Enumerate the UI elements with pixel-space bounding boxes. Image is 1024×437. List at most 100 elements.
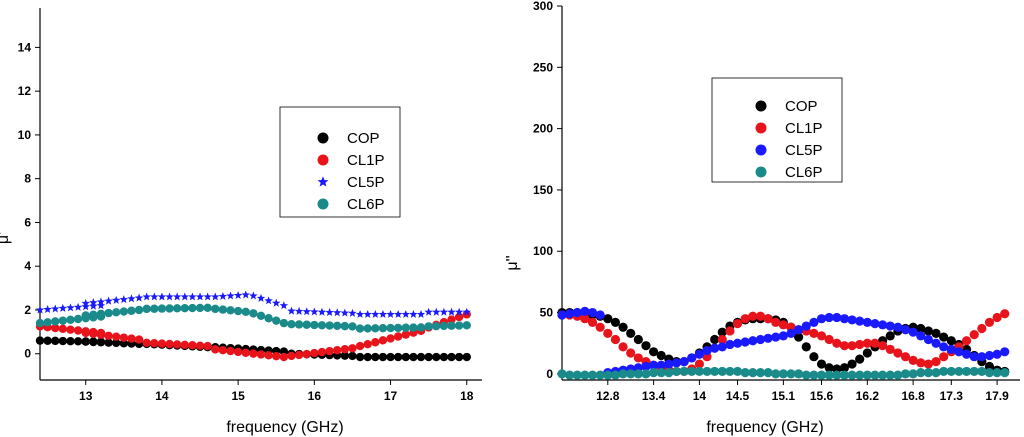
left-point-cl6p [363,324,372,333]
left-point-cl5p [58,303,68,312]
right-point-cl5p [816,314,827,324]
right-point-cl6p [992,368,1002,378]
left-point-cl5p [172,292,182,301]
left-point-cl5p [401,309,410,318]
left-point-cl1p [401,330,410,339]
right-point-cl1p [603,328,613,339]
left-point-cl1p [165,339,174,349]
left-point-cl1p [325,346,334,356]
right-point-cl5p [946,344,956,354]
left-point-cl1p [180,340,189,350]
right-point-cl1p [740,314,750,324]
right-point-cop [717,327,727,337]
left-y-tick-label: 12 [18,84,32,98]
left-x-tick-label: 15 [231,389,245,403]
right-chart-panel: 0 50 100 150 200 250 300 12.8 13.4 14 14.5 15.1 15.… [504,0,1020,436]
right-point-cl1p [832,338,842,348]
left-point-cl5p [112,295,121,304]
left-point-cop [43,336,52,345]
left-y-tick-label: 4 [24,259,31,273]
left-point-cl6p [226,306,235,315]
right-y-axis-title: μ'' [504,255,521,270]
right-point-cl6p [885,370,895,380]
right-point-cop [610,317,621,327]
left-point-cl5p [96,301,106,310]
right-point-cl1p [916,358,926,368]
left-point-cl1p [112,332,121,341]
right-point-cl6p [626,369,636,379]
left-point-cl5p [165,292,174,301]
left-point-cop [104,338,113,347]
right-point-cl6p [687,366,697,377]
left-point-cop [371,352,380,362]
left-point-cl6p [348,322,357,331]
right-point-cop [656,350,666,361]
left-legend-marker-cop [317,132,329,144]
right-x-tick-label: 12.8 [596,389,620,403]
left-point-cl5p [287,306,296,315]
right-point-cl1p [992,312,1002,323]
left-point-cl6p [211,304,220,314]
left-point-cl6p [256,311,266,321]
left-point-cl1p [310,348,319,358]
left-point-cl1p [302,349,311,359]
left-point-cl6p [462,321,471,330]
left-point-cl1p [378,336,388,345]
left-point-cl6p [401,323,410,332]
left-point-cl5p [89,301,98,310]
left-point-cl6p [287,320,296,329]
left-point-cl5p [302,307,311,316]
left-point-cl1p [150,339,159,348]
left-point-cl1p [317,347,327,357]
left-point-cl6p [371,324,380,333]
left-point-cl6p [439,321,449,331]
right-point-cl6p [954,366,964,377]
right-point-cl5p [885,321,895,331]
left-y-axis-title: μ' [0,232,12,244]
right-point-cl5p [855,316,865,326]
right-point-cl1p [580,314,590,324]
left-point-cl5p [340,308,350,317]
right-point-cl6p [801,370,811,380]
right-point-cl6p [702,366,712,377]
left-point-cl5p [66,303,75,312]
right-point-cl5p [977,352,987,362]
right-point-cl6p [824,370,834,380]
left-point-cl5p [424,307,433,316]
left-point-cl5p [89,298,98,307]
left-point-cl6p [294,320,304,329]
left-point-cl5p [203,292,212,301]
left-point-cl6p [272,316,281,325]
right-point-cl6p [717,366,727,377]
right-point-cl5p [992,349,1002,359]
left-point-cl6p [264,314,273,323]
right-point-cl5p [679,357,689,367]
left-point-cl5p [416,309,426,318]
left-point-cl5p [195,292,205,301]
right-point-cl1p [893,348,903,358]
right-point-cl6p [832,370,842,380]
left-point-cl6p [325,321,334,330]
left-point-cop [401,352,410,362]
right-point-cl6p [572,370,582,380]
left-series-cl1p [35,310,471,362]
left-point-cl1p [89,329,98,339]
right-point-cl6p [748,368,758,378]
left-point-cl5p [142,292,151,301]
right-point-cl5p [755,334,766,345]
right-point-cl5p [649,360,659,370]
right-point-cl1p [771,317,781,327]
right-point-cl6p [587,370,598,380]
right-point-cop [649,347,659,357]
left-point-cl6p [96,309,106,319]
right-point-cl6p [908,369,918,379]
left-x-tick-label: 18 [460,389,474,403]
right-point-cl5p [580,306,590,316]
left-point-cl5p [325,308,334,317]
right-point-cl1p [587,317,598,327]
left-point-cl1p [363,339,372,349]
left-point-cl1p [157,339,167,348]
right-point-cop [855,354,865,364]
right-x-tick-label: 15.1 [772,389,796,403]
left-legend-marker-cl5p [317,176,329,187]
